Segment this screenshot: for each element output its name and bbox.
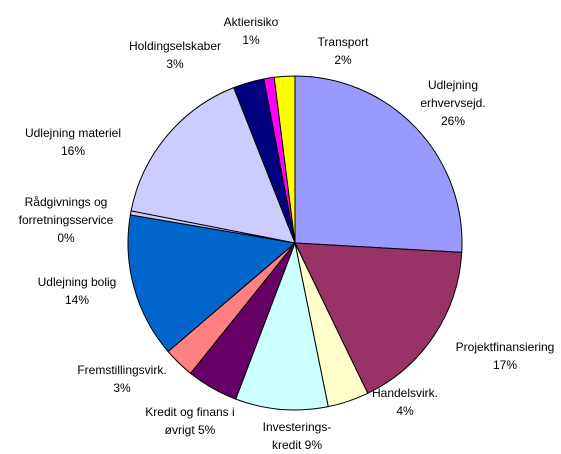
category-label: Handelsvirk. bbox=[371, 386, 439, 400]
value-label: 2% bbox=[334, 53, 352, 67]
slice-label: Handelsvirk. 4% bbox=[360, 384, 450, 420]
category-label: Udlejning erhvervsejd. bbox=[420, 78, 486, 110]
slice-label: Kredit og finans i øvrigt 5% bbox=[134, 403, 246, 439]
category-label: Projektfinansiering bbox=[455, 340, 555, 354]
pie-slice bbox=[294, 242, 463, 395]
pie-slice bbox=[294, 75, 463, 253]
value-label: 14% bbox=[64, 293, 90, 307]
slice-label: Udlejning erhvervsejd. 26% bbox=[412, 76, 494, 130]
slice-label: Udlejning materiel 16% bbox=[8, 124, 138, 160]
value-label: 4% bbox=[396, 404, 414, 418]
value-label: 3% bbox=[166, 57, 184, 71]
value-label: 1% bbox=[242, 33, 260, 47]
slice-label: Udlejning bolig 14% bbox=[22, 273, 132, 309]
value-label: 5% bbox=[198, 423, 216, 437]
slice-label: Rådgivnings og forretningsservice 0% bbox=[6, 193, 126, 247]
pie-slice bbox=[235, 241, 329, 411]
category-label: Kredit og finans i øvrigt bbox=[145, 405, 235, 437]
slice-label: Holdingselskaber 3% bbox=[115, 37, 235, 73]
category-label: Rådgivnings og forretningsservice bbox=[18, 195, 114, 227]
slice-label: Projektfinansiering 17% bbox=[440, 338, 561, 374]
slice-label: Transport 2% bbox=[303, 33, 383, 69]
value-label: 17% bbox=[492, 358, 518, 372]
category-label: Transport bbox=[317, 35, 369, 49]
slice-label: Investerings-kredit 9% bbox=[254, 418, 340, 454]
pie-slice bbox=[130, 86, 296, 244]
value-label: 3% bbox=[113, 381, 131, 395]
pie-slice bbox=[127, 214, 297, 353]
category-label: Udlejning materiel bbox=[24, 126, 122, 140]
value-label: 26% bbox=[440, 114, 466, 128]
value-label: 16% bbox=[60, 144, 86, 158]
slice-label: Fremstillingsvirk. 3% bbox=[62, 361, 182, 397]
category-label: Udlejning bolig bbox=[37, 275, 117, 289]
slice-label: Aktierisiko 1% bbox=[211, 13, 291, 49]
value-label: 9% bbox=[304, 438, 323, 452]
category-label: Fremstillingsvirk. bbox=[77, 363, 167, 377]
category-label: Aktierisiko bbox=[223, 15, 279, 29]
value-label: 0% bbox=[57, 231, 75, 245]
category-label: Holdingselskaber bbox=[128, 39, 222, 53]
pie-slice bbox=[273, 75, 296, 244]
